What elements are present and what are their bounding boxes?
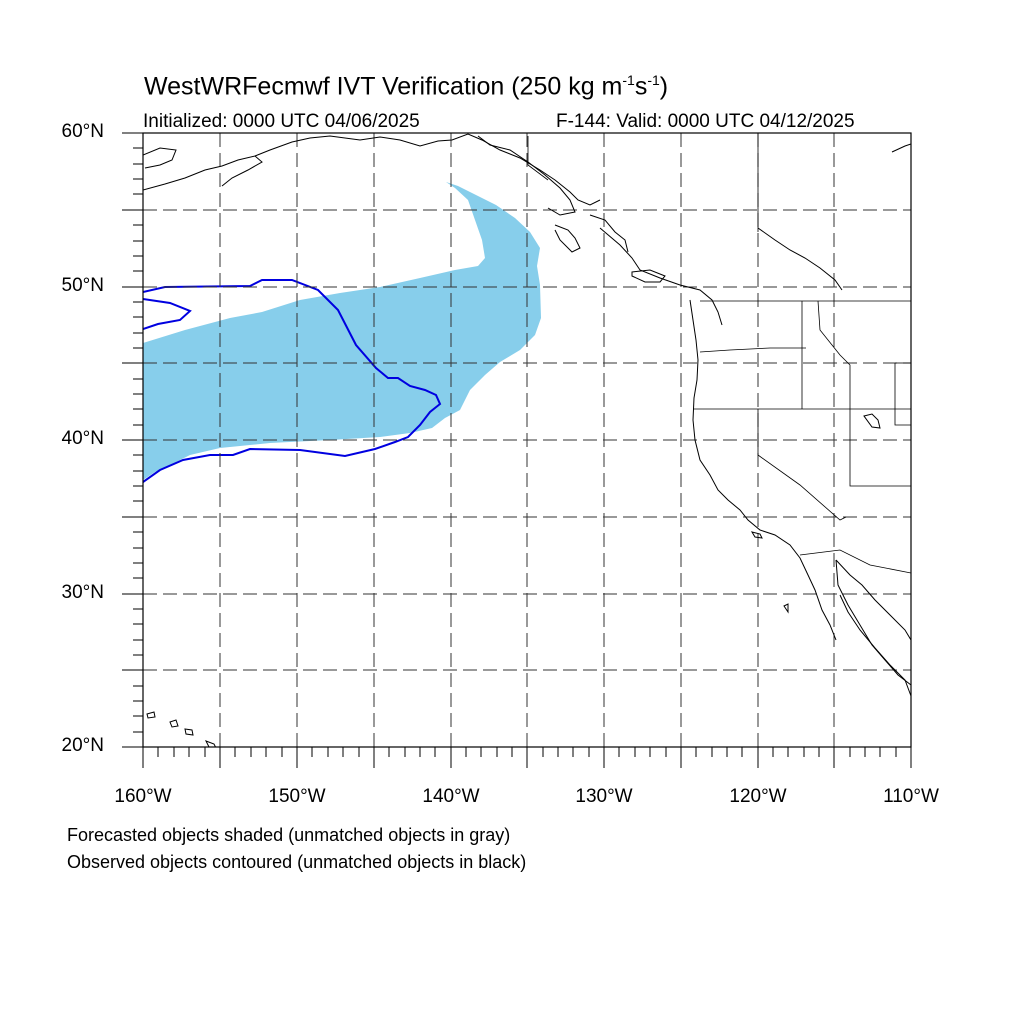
graticule	[143, 133, 911, 747]
political-boundaries	[527, 133, 911, 574]
lon-label-140w: 140°W	[422, 786, 480, 807]
lon-label-150w: 150°W	[268, 786, 326, 807]
coastlines	[143, 133, 911, 747]
lon-label-120w: 120°W	[729, 786, 787, 807]
lat-label-40n: 40°N	[61, 428, 104, 449]
observed-ivt-contour-notch	[143, 298, 192, 330]
axis-ticks	[122, 132, 912, 768]
lon-label-130w: 130°W	[575, 786, 633, 807]
lat-label-60n: 60°N	[61, 121, 104, 142]
lon-label-110w: 110°W	[883, 786, 939, 807]
plot-title: WestWRFecmwf IVT Verification (250 kg m-…	[144, 72, 669, 101]
forecast-ivt-object	[143, 182, 541, 480]
forecast-legend-note: Forecasted objects shaded (unmatched obj…	[67, 825, 511, 845]
valid-time-label: F-144: Valid: 0000 UTC 04/12/2025	[556, 111, 855, 132]
initialized-label: Initialized: 0000 UTC 04/06/2025	[143, 111, 420, 132]
lat-label-50n: 50°N	[61, 275, 104, 296]
observed-legend-note: Observed objects contoured (unmatched ob…	[67, 852, 527, 872]
lon-label-160w: 160°W	[114, 786, 172, 807]
lat-label-20n: 20°N	[61, 735, 104, 756]
lat-label-30n: 30°N	[61, 582, 104, 603]
observed-ivt-contour	[143, 279, 442, 483]
